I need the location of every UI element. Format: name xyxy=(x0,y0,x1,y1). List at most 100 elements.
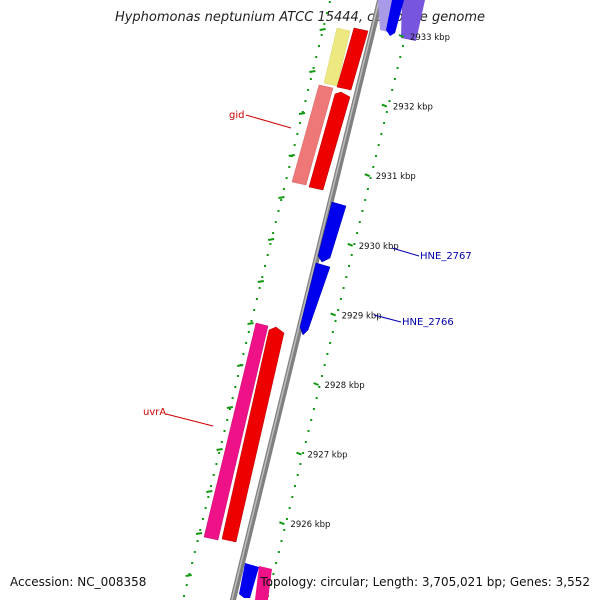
tick-mark xyxy=(296,451,302,456)
guide-dot xyxy=(361,210,364,212)
gene-reverse-hne2766 xyxy=(299,262,331,336)
tick-mark xyxy=(279,521,285,526)
guide-dot xyxy=(266,254,269,256)
minor-tick xyxy=(226,406,234,409)
tick-mark xyxy=(313,382,319,386)
genome-backbone xyxy=(229,0,384,600)
guide-dot xyxy=(245,342,248,344)
tick-label: 2933 kbp xyxy=(410,33,450,43)
minor-tick xyxy=(278,196,285,199)
guide-dot xyxy=(183,595,186,597)
guide-dot xyxy=(258,287,261,289)
guide-dot xyxy=(350,254,353,256)
gene-label: HNE_2767 xyxy=(420,251,472,262)
gene-forward-top xyxy=(336,27,369,91)
guide-dot xyxy=(388,100,391,102)
guide-dot xyxy=(309,78,312,80)
guide-dot xyxy=(193,551,196,553)
guide-dot xyxy=(358,221,361,223)
guide-dot xyxy=(215,463,218,465)
minor-tick xyxy=(237,364,244,367)
guide-dot xyxy=(272,232,275,234)
guide-dot xyxy=(274,221,277,223)
gene-reverse-hne2767 xyxy=(317,201,347,263)
guide-dot xyxy=(401,45,404,47)
guide-dot xyxy=(331,331,334,333)
tick-mark xyxy=(347,242,354,247)
guide-dot xyxy=(310,419,313,421)
gene-label: gid xyxy=(229,110,244,121)
guide-dot xyxy=(275,562,278,564)
gene-features xyxy=(203,0,425,600)
guide-dot xyxy=(201,518,204,520)
guide-dot xyxy=(196,540,199,542)
guide-dot xyxy=(326,12,329,14)
gene-forward-gid xyxy=(308,91,351,191)
guide-dot xyxy=(339,298,342,300)
guide-dot xyxy=(372,166,375,168)
guide-dot xyxy=(210,485,213,487)
guide-dot xyxy=(329,342,332,344)
guide-dot xyxy=(302,452,305,454)
guide-dot xyxy=(294,485,297,487)
cog-feature-pink-uvrA xyxy=(203,322,269,541)
tick-mark xyxy=(330,312,336,317)
guide-dot xyxy=(323,23,326,25)
guide-dot xyxy=(396,67,399,69)
guide-dot xyxy=(293,144,296,146)
guide-dot xyxy=(255,298,258,300)
guide-dot xyxy=(320,34,323,36)
guide-dot xyxy=(277,210,280,212)
guide-dot xyxy=(299,463,302,465)
gene-reverse-bottom xyxy=(239,563,259,598)
guide-dot xyxy=(312,67,315,69)
dotted-guides xyxy=(183,1,415,597)
backbone-highlight xyxy=(231,0,380,600)
guide-dot xyxy=(204,507,207,509)
guide-dot xyxy=(242,353,245,355)
guide-dot xyxy=(377,144,380,146)
guide-dot xyxy=(391,89,394,91)
guide-dot xyxy=(188,573,191,575)
tick-label: 2931 kbp xyxy=(376,172,416,182)
accession-text: Accession: NC_008358 xyxy=(10,575,147,589)
tick-label: 2927 kbp xyxy=(307,451,347,461)
guide-dot xyxy=(366,188,369,190)
guide-dot xyxy=(393,78,396,80)
cog-feature-lavender-top xyxy=(401,0,425,41)
minor-tick xyxy=(247,322,254,325)
guide-dot xyxy=(326,353,329,355)
minor-tick xyxy=(309,70,316,73)
guide-dot xyxy=(191,562,194,564)
guide-dot xyxy=(231,397,234,399)
guide-dot xyxy=(288,166,291,168)
topology-text: Topology: circular; Length: 3,705,021 bp… xyxy=(260,575,590,589)
guide-dot xyxy=(223,430,226,432)
guide-dot xyxy=(285,518,288,520)
minor-tick xyxy=(319,28,326,31)
tick-mark xyxy=(381,103,388,108)
guide-dot xyxy=(280,199,283,201)
minor-tick xyxy=(288,154,295,157)
guide-dot xyxy=(342,287,345,289)
guide-dot xyxy=(318,386,321,388)
tick-label: 2932 kbp xyxy=(393,103,433,113)
guide-dot xyxy=(277,551,280,553)
guide-dot xyxy=(364,199,367,201)
minor-tick xyxy=(267,238,275,241)
guide-dot xyxy=(383,122,386,124)
guide-dot xyxy=(315,56,318,58)
guide-dot xyxy=(321,375,324,377)
guide-dot xyxy=(234,386,237,388)
guide-dot xyxy=(228,408,231,410)
guide-dot xyxy=(226,419,229,421)
guide-dot xyxy=(347,265,350,267)
guide-dot xyxy=(315,397,318,399)
guide-dot xyxy=(185,584,188,586)
gene-leader-line xyxy=(245,114,292,129)
guide-dot xyxy=(288,507,291,509)
guide-dot xyxy=(269,584,272,586)
guide-dot xyxy=(356,232,359,234)
guide-dot xyxy=(323,364,326,366)
guide-dot xyxy=(334,320,337,322)
